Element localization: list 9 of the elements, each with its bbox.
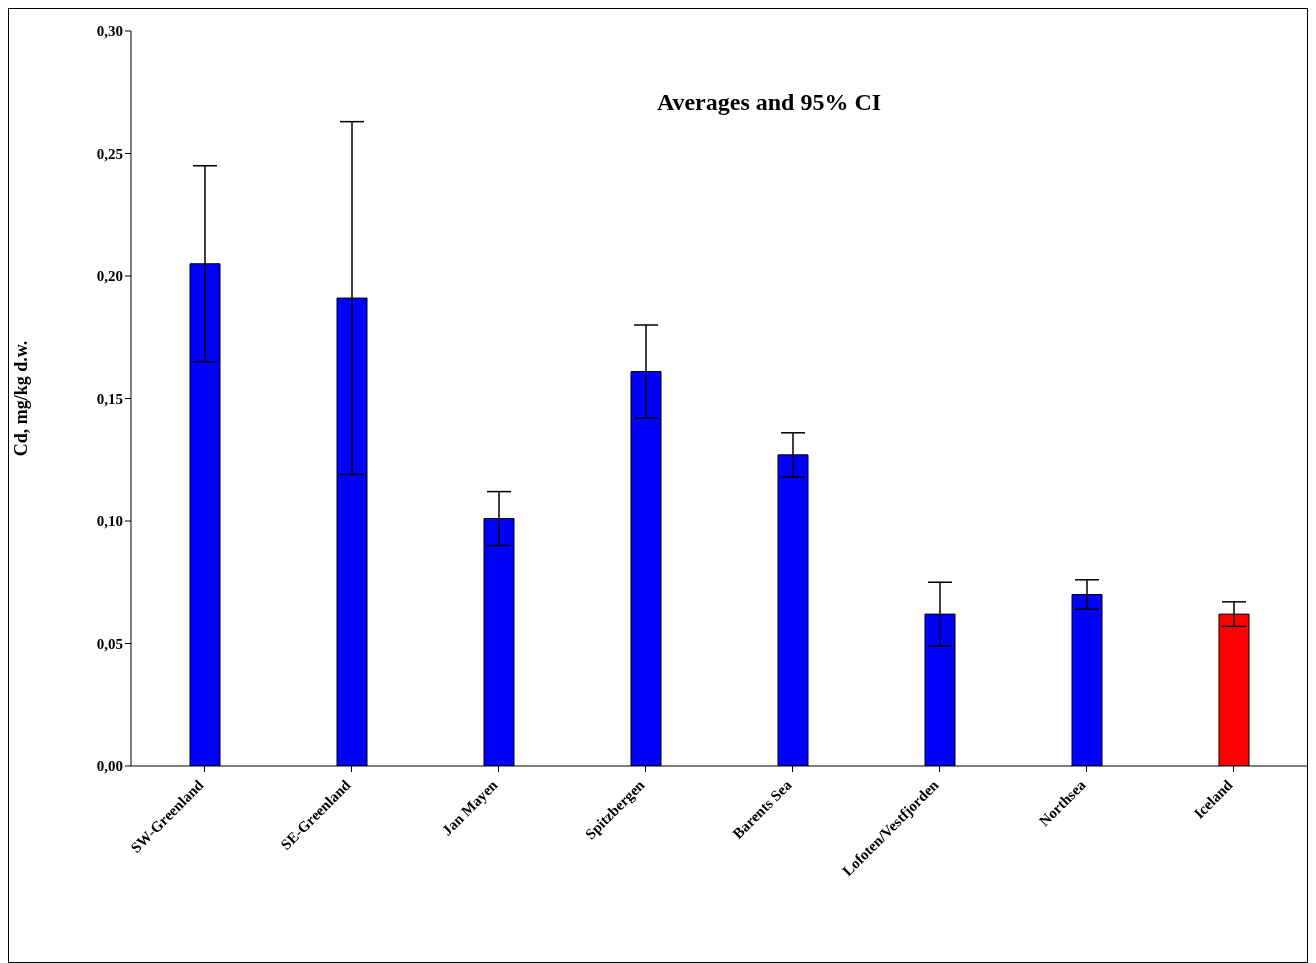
y-tick-label: 0,00 [96,758,123,775]
text: Averages and 95% CI [655,89,883,116]
y-tick-label: 0,15 [96,390,123,407]
y-tick-label: 0,05 [96,635,123,652]
y-tick-label: 0,10 [96,513,123,530]
y-axis-title: Cd, mg/kg d.w. [11,340,32,457]
y-tick-label: 0,20 [96,268,123,285]
y-tick-label: 0,25 [96,145,123,162]
y-tick-label: 0,30 [96,23,123,40]
